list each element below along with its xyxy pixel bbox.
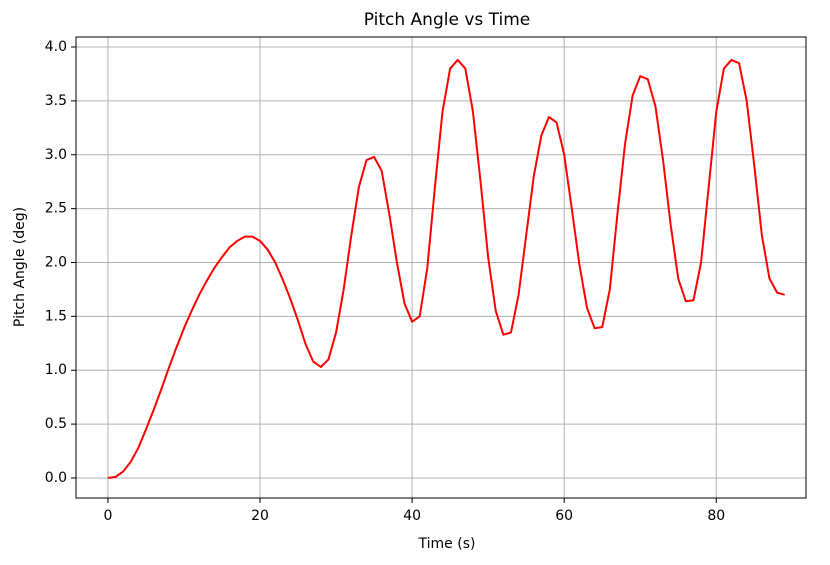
- y-tick-label: 3.0: [45, 147, 67, 163]
- y-tick-label: 2.5: [45, 201, 67, 217]
- x-axis-label: Time (s): [418, 536, 476, 552]
- y-tick-label: 0.5: [45, 416, 67, 432]
- y-tick-label: 4.0: [45, 39, 67, 55]
- data-line: [107, 58, 785, 479]
- y-axis-label: Pitch Angle (deg): [12, 207, 28, 327]
- chart-title: Pitch Angle vs Time: [364, 10, 531, 30]
- x-tick-label: 60: [555, 508, 573, 524]
- x-tick-label: 20: [251, 508, 269, 524]
- y-tick-label: 1.5: [45, 308, 67, 324]
- x-tick-label: 40: [403, 508, 421, 524]
- plot-frame: [75, 36, 807, 499]
- y-tick-label: 3.5: [45, 93, 67, 109]
- y-tick-label: 0.0: [45, 470, 67, 486]
- x-tick-label: 0: [103, 508, 112, 524]
- y-tick-label: 2.0: [45, 254, 67, 270]
- y-tick-label: 1.0: [45, 362, 67, 378]
- x-tick-label: 80: [707, 508, 725, 524]
